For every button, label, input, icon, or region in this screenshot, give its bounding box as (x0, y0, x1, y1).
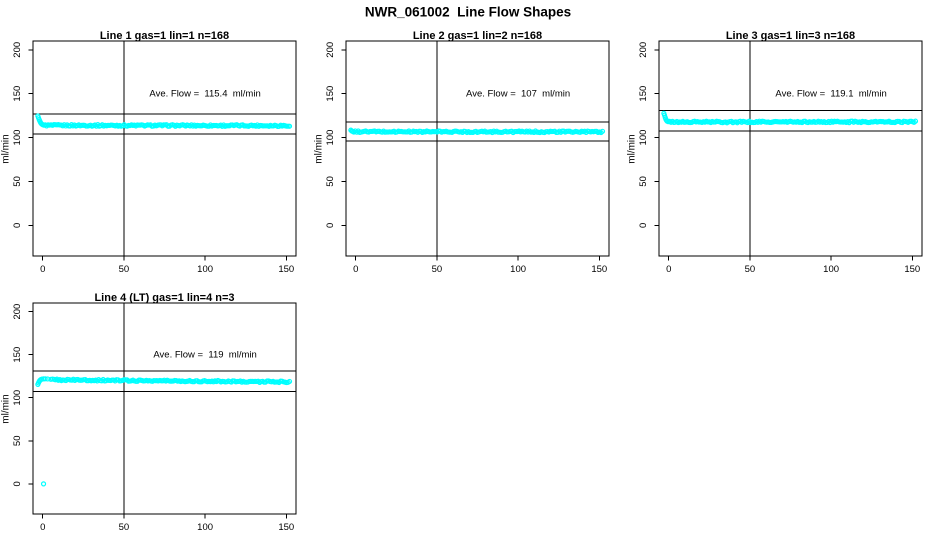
plot-3-group: 0 50 100 150 0 50 100 150 200 (638, 40, 923, 275)
outlier-point (40, 481, 47, 487)
x-axis-tick-label: 50 (119, 522, 130, 533)
y-axis-tick-label: 150 (638, 86, 649, 102)
y-axis-tick-label: 200 (325, 42, 336, 58)
y-axis-tick-label: 150 (325, 86, 336, 102)
x-axis-tick-label: 50 (432, 264, 443, 275)
x-axis-tick-label: 100 (510, 264, 526, 275)
y-axis-tick-label: 0 (638, 223, 649, 228)
plot-frame (658, 40, 923, 257)
ave-flow-annotation: Ave. Flow = 107 ml/min (466, 88, 571, 100)
plot-2-group: 0 50 100 150 0 50 100 150 200 (325, 40, 610, 275)
x-axis-tick-label: 150 (278, 522, 294, 533)
plot-title: Line 4 (LT) gas=1 lin=4 n=3 (94, 292, 235, 305)
y-axis-tick-label: 150 (12, 86, 23, 102)
x-axis-tick-label: 50 (745, 264, 756, 275)
y-axis-tick-label: 150 (12, 347, 23, 363)
y-axis-tick-label: 200 (12, 42, 23, 58)
y-axis-tick-label: 0 (325, 223, 336, 228)
x-axis-tick-label: 0 (353, 264, 358, 275)
x-axis-tick-label: 150 (904, 264, 920, 275)
flow-data-points (661, 110, 919, 126)
plot-title: Line 1 gas=1 lin=1 n=168 (99, 30, 230, 43)
main-title: NWR_061002 Line Flow Shapes (364, 4, 572, 20)
plot-title: Line 3 gas=1 lin=3 n=168 (725, 30, 856, 43)
y-axis-tick-label: 100 (12, 130, 23, 146)
flow-data-points (35, 376, 293, 487)
x-axis-tick-label: 0 (40, 264, 45, 275)
plot-1-group: 0 50 100 150 0 50 100 150 200 (12, 40, 297, 275)
ave-flow-annotation: Ave. Flow = 115.4 ml/min (149, 88, 261, 100)
x-axis-tick-label: 0 (666, 264, 671, 275)
y-axis-tick-label: 0 (12, 223, 23, 228)
y-axis-tick-label: 50 (12, 176, 23, 187)
y-axis-tick-label: 0 (12, 481, 23, 486)
plot-frame (32, 302, 297, 515)
ave-flow-annotation: Ave. Flow = 119.1 ml/min (775, 88, 887, 100)
flow-data-points (348, 127, 606, 136)
y-axis-tick-label: 100 (12, 390, 23, 406)
y-axis-tick-label: 100 (325, 130, 336, 146)
y-axis-tick-label: 50 (638, 176, 649, 187)
x-axis-tick-label: 150 (278, 264, 294, 275)
x-axis-tick-label: 100 (197, 264, 213, 275)
x-axis-tick-label: 50 (119, 264, 130, 275)
plot-frame (32, 40, 297, 257)
y-axis-tick-label: 200 (12, 304, 23, 320)
y-axis-label: ml/min (0, 133, 12, 164)
y-axis-label: ml/min (0, 393, 12, 424)
x-axis-tick-label: 100 (823, 264, 839, 275)
plot-frame (345, 40, 610, 257)
y-axis-label: ml/min (313, 133, 325, 164)
y-axis-tick-label: 200 (638, 42, 649, 58)
x-axis-tick-label: 0 (40, 522, 45, 533)
y-axis-tick-label: 50 (325, 176, 336, 187)
x-axis-tick-label: 100 (197, 522, 213, 533)
ave-flow-annotation: Ave. Flow = 119 ml/min (153, 349, 257, 361)
plot-title: Line 2 gas=1 lin=2 n=168 (412, 30, 543, 43)
y-axis-tick-label: 50 (12, 436, 23, 447)
flow-data-points (35, 113, 293, 129)
y-axis-label: ml/min (626, 133, 638, 164)
plot-4-group: 0 50 100 150 0 50 100 150 200 (12, 302, 297, 533)
x-axis-tick-label: 150 (591, 264, 607, 275)
y-axis-tick-label: 100 (638, 130, 649, 146)
